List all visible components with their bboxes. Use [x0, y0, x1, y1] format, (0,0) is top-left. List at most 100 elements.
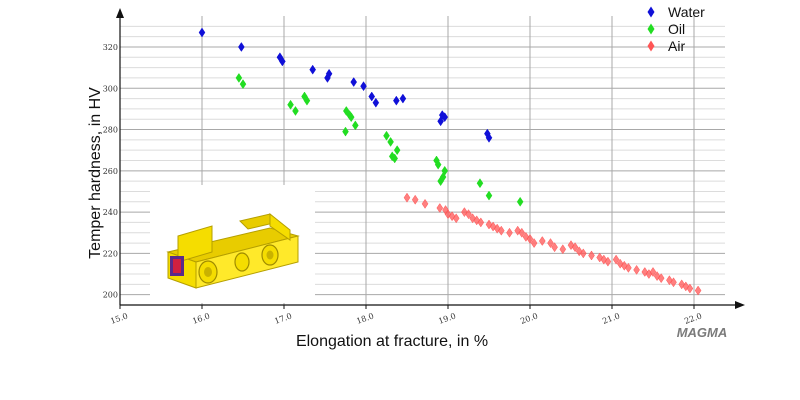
- data-point-oil: [292, 106, 299, 116]
- y-axis-title: Temper hardness, in HV: [87, 87, 104, 259]
- part-hole-1-inner: [204, 267, 212, 277]
- data-point-water: [485, 132, 493, 143]
- data-point-air: [526, 233, 534, 244]
- data-point-water: [350, 77, 358, 88]
- y-tick-label: 220: [103, 249, 118, 258]
- data-point-air: [588, 250, 595, 261]
- x-tick-label: 19.0: [437, 311, 457, 326]
- data-point-air: [551, 242, 558, 253]
- y-axis-arrow: [116, 8, 124, 18]
- legend-label-oil: Oil: [668, 21, 685, 37]
- data-point-oil: [342, 126, 349, 137]
- data-point-water: [368, 91, 376, 102]
- data-point-oil: [346, 110, 353, 121]
- data-point-air: [694, 285, 702, 296]
- data-points: [198, 27, 702, 296]
- y-tick-label: 280: [103, 126, 118, 135]
- data-point-air: [633, 264, 640, 275]
- data-point-water: [238, 42, 245, 52]
- data-point-air: [477, 217, 485, 228]
- x-tick-label: 20.0: [519, 311, 539, 326]
- x-tick-label: 16.0: [191, 311, 211, 326]
- casting-part-illustration: [150, 185, 315, 303]
- y-tick-label: 200: [103, 291, 118, 300]
- legend-label-air: Air: [668, 38, 685, 54]
- data-point-oil: [239, 79, 247, 90]
- data-point-oil: [387, 136, 394, 147]
- data-point-air: [421, 198, 429, 209]
- x-axis-title: Elongation at fracture, in %: [296, 333, 488, 350]
- data-point-air: [625, 262, 632, 273]
- data-point-oil: [352, 120, 359, 131]
- data-point-oil: [235, 72, 243, 83]
- data-point-air: [538, 236, 546, 246]
- x-tick-label: 18.0: [355, 311, 375, 326]
- data-point-water: [441, 112, 449, 123]
- data-point-oil: [434, 159, 442, 170]
- data-point-air: [465, 209, 472, 220]
- x-tick-label: 21.0: [601, 311, 621, 326]
- data-point-water: [399, 93, 407, 104]
- data-point-air: [403, 192, 411, 203]
- y-tick-label: 240: [103, 208, 118, 217]
- legend-marker-oil: [647, 23, 655, 35]
- data-point-oil: [287, 99, 294, 110]
- data-point-water: [279, 56, 286, 67]
- data-point-air: [547, 238, 554, 249]
- data-point-water: [309, 64, 317, 75]
- part-hole-3-inner: [266, 250, 274, 260]
- data-point-oil: [485, 190, 493, 201]
- data-point-oil: [393, 145, 401, 156]
- series-oil: [235, 72, 524, 207]
- data-point-air: [670, 277, 677, 288]
- series-air: [403, 192, 702, 296]
- part-tab-left: [177, 225, 213, 263]
- data-point-air: [518, 227, 526, 238]
- legend-label-water: Water: [668, 4, 705, 20]
- x-tick-label: 15.0: [109, 311, 129, 326]
- data-point-air: [411, 194, 419, 205]
- y-tick-label: 300: [103, 84, 118, 93]
- data-point-water: [324, 72, 331, 83]
- part-hot-spot-core: [173, 259, 181, 273]
- axes: [116, 8, 745, 309]
- data-point-air: [497, 225, 505, 236]
- data-point-water: [393, 95, 400, 106]
- data-point-air: [657, 273, 665, 284]
- y-tick-label: 320: [103, 43, 118, 52]
- part-tab-end: [269, 212, 291, 241]
- data-point-air: [436, 203, 444, 213]
- y-tick-labels: 200 220 240 260 280 300 320: [103, 43, 118, 300]
- data-point-air: [452, 213, 460, 224]
- data-point-air: [612, 254, 620, 265]
- data-point-air: [506, 227, 513, 238]
- x-tick-label: 22.0: [683, 311, 703, 326]
- data-point-air: [559, 244, 567, 255]
- data-point-air: [530, 238, 538, 249]
- series-water: [198, 27, 493, 143]
- data-point-water: [360, 81, 367, 92]
- data-point-air: [579, 248, 587, 259]
- data-point-air: [604, 256, 612, 267]
- legend-marker-water: [647, 6, 655, 18]
- y-tick-label: 260: [103, 167, 118, 176]
- data-point-air: [686, 283, 694, 294]
- data-point-water: [437, 116, 444, 127]
- data-point-oil: [391, 153, 399, 164]
- data-point-air: [571, 242, 579, 253]
- data-point-water: [198, 27, 206, 38]
- magma-logo-text: MAGMA: [677, 325, 728, 340]
- data-point-oil: [437, 176, 444, 187]
- part-hole-2: [234, 252, 250, 272]
- data-point-oil: [303, 95, 311, 106]
- magma-logo: MAGMA: [677, 325, 728, 340]
- data-point-air: [649, 267, 657, 277]
- data-point-oil: [516, 196, 524, 207]
- legend-marker-air: [647, 40, 655, 52]
- data-point-oil: [476, 178, 484, 189]
- data-point-water: [372, 97, 380, 108]
- x-tick-labels: 15.0 16.0 17.0 18.0 19.0 20.0 21.0 22.0: [109, 311, 703, 326]
- x-axis-arrow: [735, 301, 745, 309]
